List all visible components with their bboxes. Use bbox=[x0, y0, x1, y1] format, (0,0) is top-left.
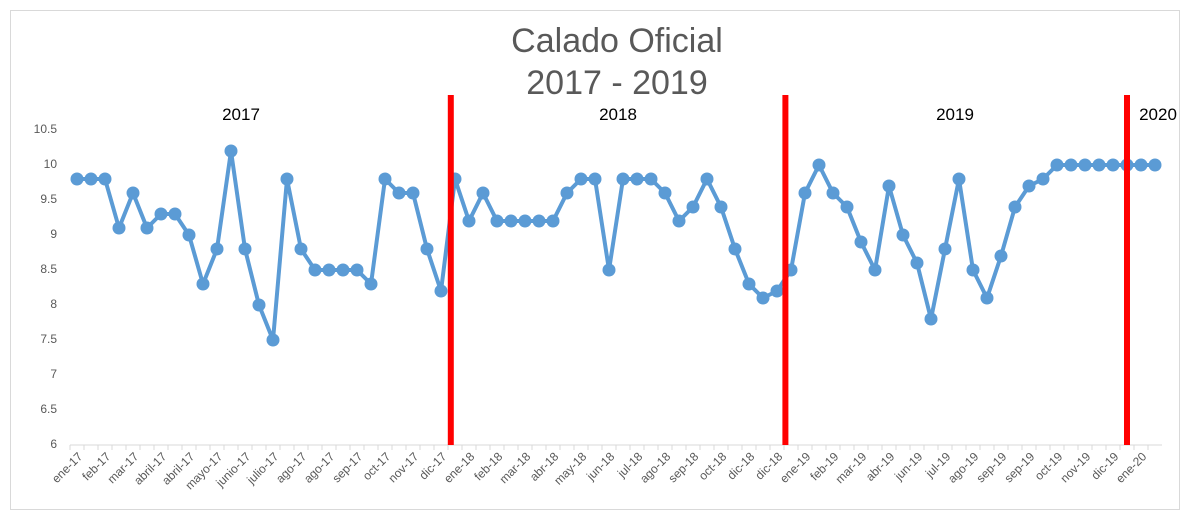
point bbox=[84, 172, 98, 186]
point bbox=[196, 277, 210, 291]
y-tick-label: 9 bbox=[50, 227, 57, 241]
point bbox=[406, 186, 420, 200]
chart-border bbox=[10, 10, 1180, 510]
point bbox=[728, 242, 742, 256]
point bbox=[252, 298, 266, 312]
y-tick-label: 6 bbox=[50, 437, 57, 451]
point bbox=[644, 172, 658, 186]
y-tick-label: 8 bbox=[50, 297, 57, 311]
point bbox=[980, 291, 994, 305]
point bbox=[238, 242, 252, 256]
point bbox=[126, 186, 140, 200]
point bbox=[1050, 158, 1064, 172]
point bbox=[896, 228, 910, 242]
year-label: 2017 bbox=[222, 105, 260, 124]
point bbox=[742, 277, 756, 291]
point bbox=[154, 207, 168, 221]
point bbox=[420, 242, 434, 256]
point bbox=[518, 214, 532, 228]
point bbox=[1092, 158, 1106, 172]
point bbox=[168, 207, 182, 221]
point bbox=[714, 200, 728, 214]
point bbox=[336, 263, 350, 277]
point bbox=[322, 263, 336, 277]
y-tick-label: 7.5 bbox=[40, 332, 57, 346]
point bbox=[140, 221, 154, 235]
point bbox=[224, 144, 238, 158]
year-label: 2018 bbox=[599, 105, 637, 124]
point bbox=[70, 172, 84, 186]
point bbox=[938, 242, 952, 256]
point bbox=[910, 256, 924, 270]
point bbox=[658, 186, 672, 200]
point bbox=[1036, 172, 1050, 186]
point bbox=[574, 172, 588, 186]
point bbox=[476, 186, 490, 200]
point bbox=[280, 172, 294, 186]
point bbox=[266, 333, 280, 347]
point bbox=[532, 214, 546, 228]
point bbox=[182, 228, 196, 242]
point bbox=[1022, 179, 1036, 193]
point bbox=[560, 186, 574, 200]
point bbox=[392, 186, 406, 200]
point bbox=[882, 179, 896, 193]
point bbox=[1064, 158, 1078, 172]
point bbox=[966, 263, 980, 277]
point bbox=[630, 172, 644, 186]
point bbox=[854, 235, 868, 249]
chart-subtitle: 2017 - 2019 bbox=[526, 64, 708, 102]
point bbox=[770, 284, 784, 298]
point bbox=[812, 158, 826, 172]
y-tick-label: 7 bbox=[50, 367, 57, 381]
point bbox=[308, 263, 322, 277]
point bbox=[616, 172, 630, 186]
point bbox=[1106, 158, 1120, 172]
y-tick-label: 9.5 bbox=[40, 192, 57, 206]
point bbox=[924, 312, 938, 326]
point bbox=[1134, 158, 1148, 172]
year-label: 2019 bbox=[936, 105, 974, 124]
point bbox=[602, 263, 616, 277]
year-label: 2020 bbox=[1139, 105, 1177, 124]
point bbox=[350, 263, 364, 277]
y-tick-label: 8.5 bbox=[40, 262, 57, 276]
point bbox=[1078, 158, 1092, 172]
point bbox=[434, 284, 448, 298]
point bbox=[1008, 200, 1022, 214]
point bbox=[756, 291, 770, 305]
point bbox=[98, 172, 112, 186]
point bbox=[840, 200, 854, 214]
point bbox=[798, 186, 812, 200]
point bbox=[700, 172, 714, 186]
point bbox=[1148, 158, 1162, 172]
point bbox=[588, 172, 602, 186]
point bbox=[672, 214, 686, 228]
point bbox=[994, 249, 1008, 263]
y-tick-label: 10.5 bbox=[34, 122, 58, 136]
point bbox=[868, 263, 882, 277]
point bbox=[504, 214, 518, 228]
y-tick-label: 10 bbox=[44, 157, 58, 171]
point bbox=[490, 214, 504, 228]
y-tick-label: 6.5 bbox=[40, 402, 57, 416]
point bbox=[378, 172, 392, 186]
chart-title: Calado Oficial bbox=[511, 22, 723, 60]
point bbox=[112, 221, 126, 235]
point bbox=[952, 172, 966, 186]
point bbox=[686, 200, 700, 214]
point bbox=[826, 186, 840, 200]
point bbox=[210, 242, 224, 256]
point bbox=[462, 214, 476, 228]
point bbox=[546, 214, 560, 228]
point bbox=[364, 277, 378, 291]
point bbox=[294, 242, 308, 256]
